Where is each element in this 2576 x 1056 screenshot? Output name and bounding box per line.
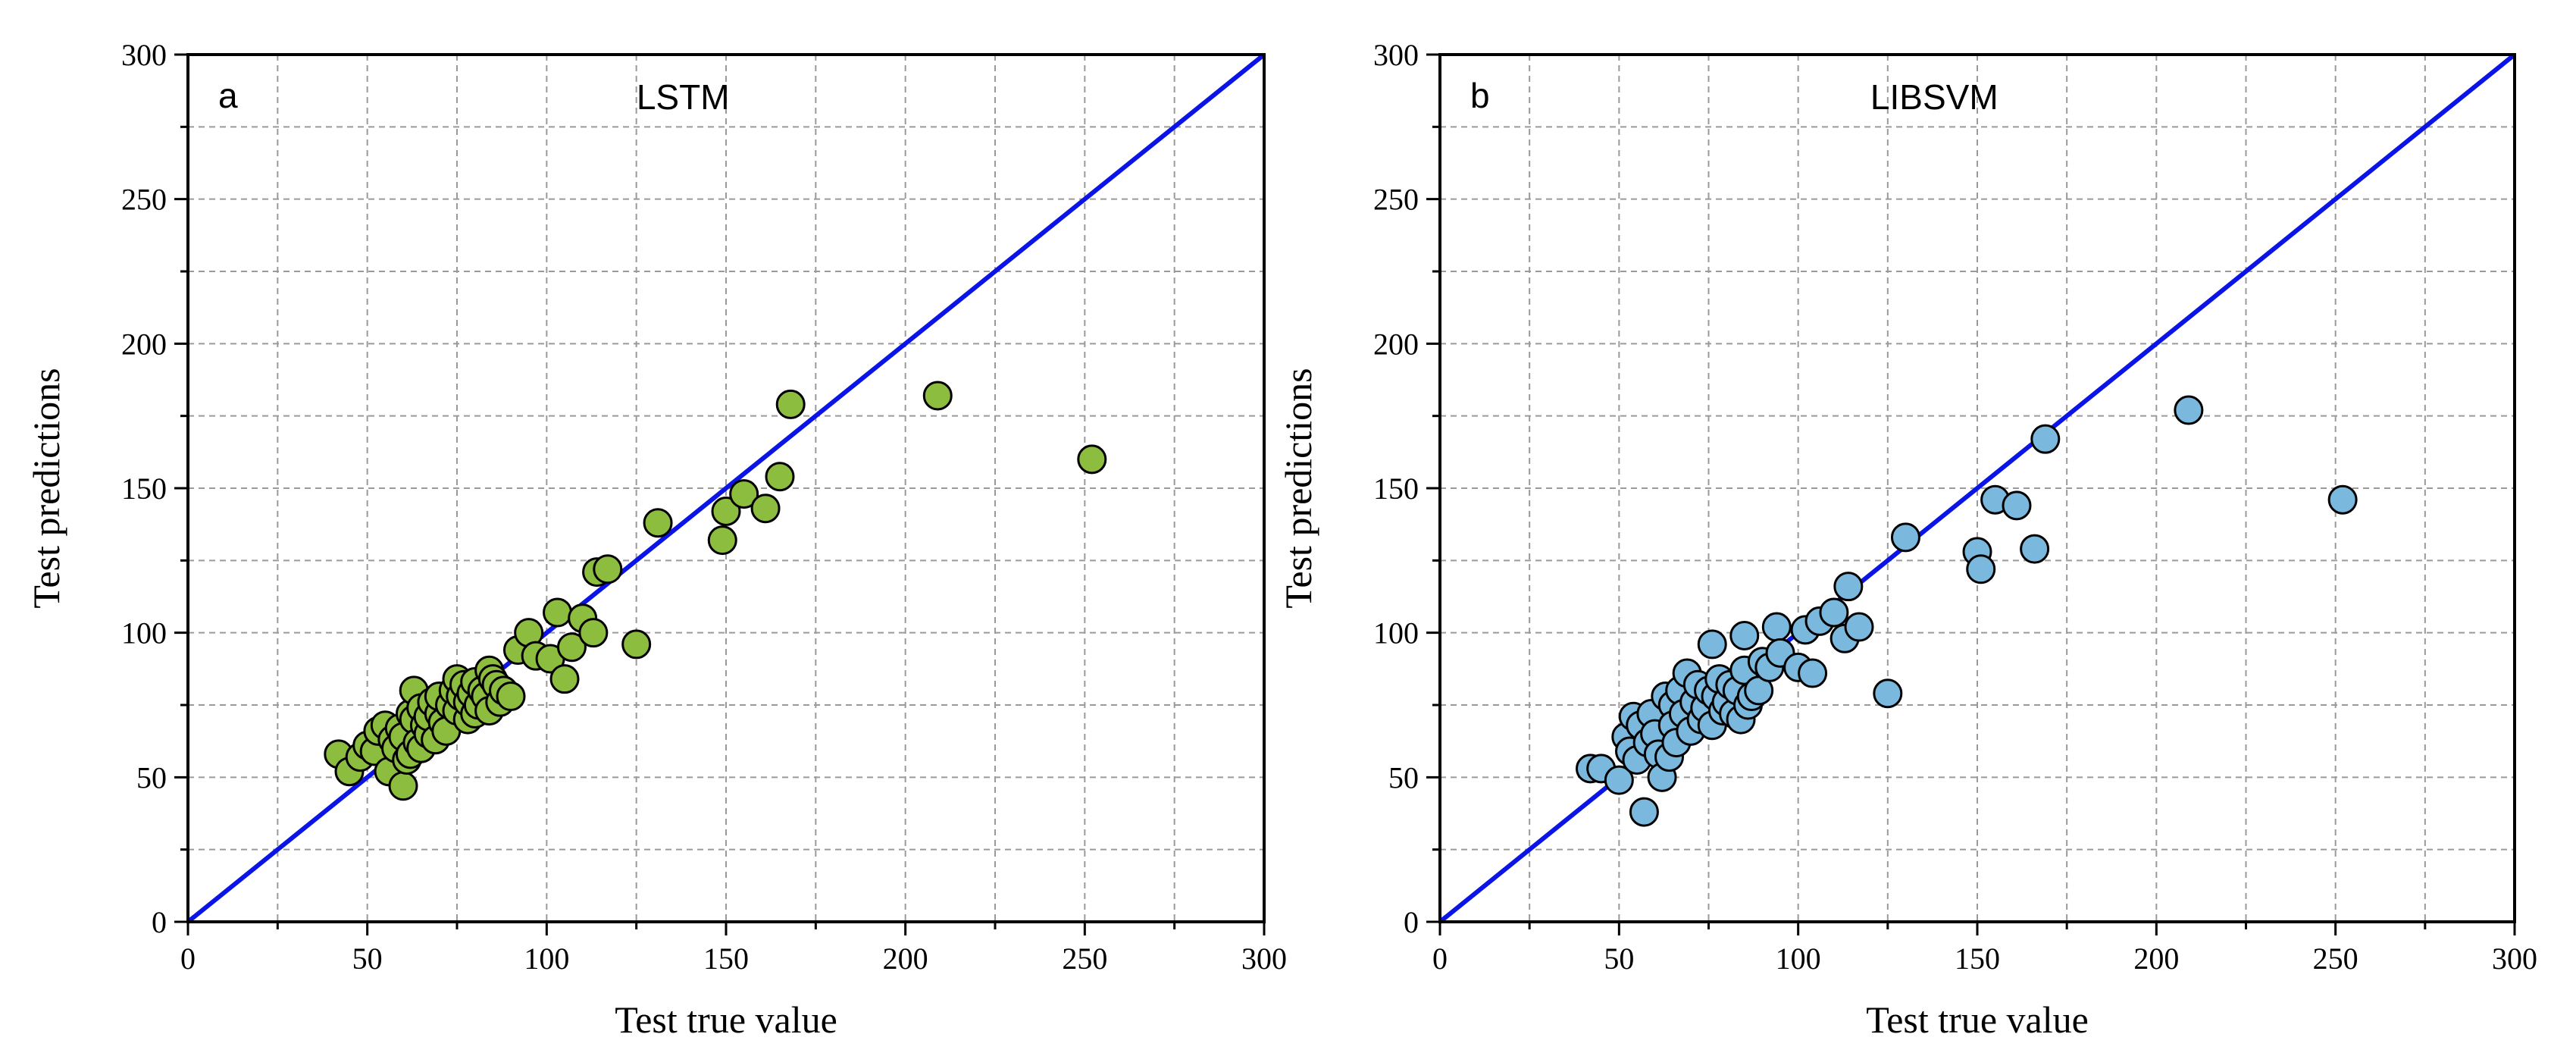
x-tick-label: 100 bbox=[1776, 942, 1821, 976]
data-point bbox=[1761, 612, 1792, 642]
data-point bbox=[549, 664, 580, 694]
y-tick-label: 50 bbox=[136, 760, 167, 794]
data-point bbox=[1873, 678, 1903, 709]
y-tick-label: 0 bbox=[152, 905, 167, 939]
ticks: 0 50 100 150 200 250 300 0 50 100 150 200 250 300 bbox=[121, 38, 1287, 976]
data-point bbox=[1077, 444, 1107, 475]
data-point bbox=[729, 479, 759, 509]
x-tick-label: 50 bbox=[352, 942, 383, 976]
x-tick-label: 150 bbox=[1955, 942, 2000, 976]
data-point bbox=[1697, 629, 1727, 660]
y-tick-label: 200 bbox=[1373, 327, 1419, 361]
data-point bbox=[543, 597, 573, 628]
x-tick-label: 200 bbox=[883, 942, 928, 976]
y-tick-label: 250 bbox=[1373, 183, 1419, 217]
data-point bbox=[1844, 612, 1874, 642]
y-tick-label: 100 bbox=[1373, 616, 1419, 650]
y-axis-title: Test predictions bbox=[1277, 368, 1319, 608]
panel-title: LSTM bbox=[637, 77, 730, 117]
y-tick-label: 100 bbox=[121, 616, 167, 650]
grid bbox=[188, 55, 1264, 922]
panel-letter: a bbox=[218, 76, 238, 115]
y-tick-label: 0 bbox=[1404, 905, 1419, 939]
y-tick-label: 300 bbox=[121, 38, 167, 72]
data-point bbox=[2174, 395, 2204, 425]
data-point bbox=[388, 771, 418, 801]
x-tick-label: 300 bbox=[1241, 942, 1287, 976]
x-tick-label: 250 bbox=[2313, 942, 2358, 976]
data-point bbox=[750, 494, 781, 524]
data-point bbox=[496, 682, 526, 712]
y-tick-label: 50 bbox=[1388, 760, 1419, 794]
data-point bbox=[2002, 490, 2032, 521]
ticks: 0 50 100 150 200 250 300 0 50 100 150 200 250 300 bbox=[1373, 38, 2537, 976]
data-points bbox=[324, 381, 1107, 801]
reference-line bbox=[186, 52, 1266, 924]
y-tick-label: 150 bbox=[121, 472, 167, 506]
data-point bbox=[578, 618, 609, 648]
y-tick-label: 300 bbox=[1373, 38, 1419, 72]
panel-title: LIBSVM bbox=[1870, 77, 1999, 117]
x-tick-label: 250 bbox=[1062, 942, 1107, 976]
data-point bbox=[1629, 797, 1659, 827]
panel-letter: b bbox=[1470, 76, 1490, 115]
x-tick-label: 0 bbox=[1432, 942, 1448, 976]
data-point bbox=[1890, 522, 1920, 553]
y-tick-label: 200 bbox=[121, 327, 167, 361]
data-point bbox=[621, 629, 652, 660]
data-point bbox=[711, 497, 741, 527]
y-tick-label: 150 bbox=[1373, 472, 1419, 506]
x-axis-title: Test true value bbox=[615, 998, 837, 1041]
data-point bbox=[1729, 620, 1760, 650]
panel-b-libsvm: 0 50 100 150 200 250 300 0 50 100 150 200 250 300 Test… bbox=[1277, 38, 2537, 1041]
x-tick-label: 150 bbox=[703, 942, 749, 976]
y-tick-label: 250 bbox=[121, 183, 167, 217]
data-point bbox=[643, 508, 673, 538]
data-point bbox=[922, 381, 953, 411]
data-point bbox=[1819, 597, 1849, 628]
x-tick-label: 100 bbox=[524, 942, 569, 976]
data-point bbox=[1604, 765, 1634, 795]
data-points bbox=[1576, 395, 2358, 827]
data-point bbox=[2020, 534, 2050, 564]
data-point bbox=[775, 389, 806, 419]
data-point bbox=[765, 462, 795, 492]
x-axis-title: Test true value bbox=[1866, 998, 2089, 1041]
data-point bbox=[1833, 572, 1864, 602]
data-point bbox=[556, 632, 587, 663]
y-axis-title: Test predictions bbox=[25, 368, 67, 608]
data-point bbox=[2327, 484, 2358, 515]
data-point bbox=[593, 554, 623, 584]
x-tick-label: 0 bbox=[180, 942, 196, 976]
x-tick-label: 300 bbox=[2492, 942, 2537, 976]
data-point bbox=[1966, 554, 1996, 584]
x-tick-label: 200 bbox=[2133, 942, 2179, 976]
data-point bbox=[1798, 658, 1828, 688]
data-point bbox=[707, 525, 737, 556]
data-point bbox=[2030, 424, 2061, 454]
x-tick-label: 50 bbox=[1604, 942, 1634, 976]
panel-a-lstm: 0 50 100 150 200 250 300 0 50 100 150 200 250 300 Test… bbox=[25, 38, 1287, 1041]
